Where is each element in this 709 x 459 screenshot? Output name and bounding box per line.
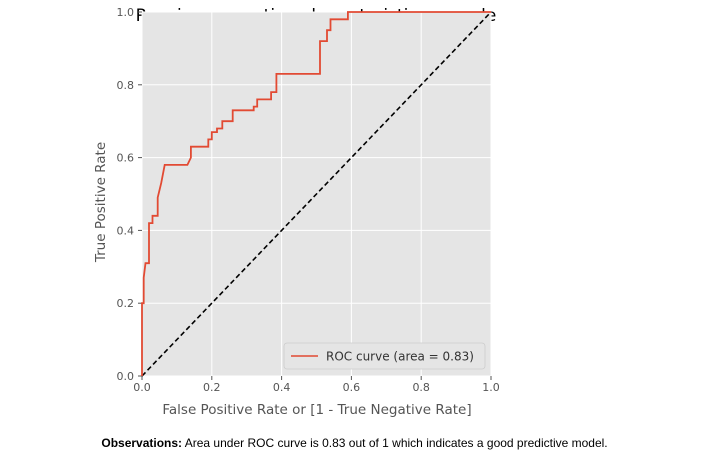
y-axis-label: True Positive Rate xyxy=(93,142,109,263)
observation-label: Observations: xyxy=(101,436,183,450)
legend-box xyxy=(283,342,486,370)
y-tick-label-3: 0.6 xyxy=(117,152,135,165)
y-tick-label-0: 0.0 xyxy=(117,370,135,383)
x-tick-label-0: 0.0 xyxy=(133,381,151,394)
x-tick-label-5: 1.0 xyxy=(482,381,500,394)
axis-ticks: 0.0 0.2 0.4 0.6 0.8 1.0 0.0 0.2 0.4 0.6 0.8 1.0 xyxy=(117,6,500,394)
y-tick-label-2: 0.4 xyxy=(117,224,135,237)
x-axis-label: False Positive Rate or [1 - True Negativ… xyxy=(162,402,471,418)
x-tick-label-1: 0.2 xyxy=(203,381,221,394)
y-tick-label-5: 1.0 xyxy=(117,6,135,19)
y-tick-label-4: 0.8 xyxy=(117,79,135,92)
y-tick-label-1: 0.2 xyxy=(117,297,135,310)
x-tick-label-2: 0.4 xyxy=(273,381,291,394)
series-layer xyxy=(141,11,492,377)
observation-note: Observations: Area under ROC curve is 0.… xyxy=(0,436,709,450)
legend-label-roc: ROC curve (area = 0.83) xyxy=(326,350,474,364)
chance-diagonal-line xyxy=(141,11,492,377)
observation-text: Area under ROC curve is 0.83 out of 1 wh… xyxy=(182,436,608,450)
x-tick-label-4: 0.8 xyxy=(412,381,430,394)
legend: ROC curve (area = 0.83) xyxy=(283,342,486,370)
roc-curve-line xyxy=(141,11,491,376)
x-tick-label-3: 0.6 xyxy=(343,381,361,394)
